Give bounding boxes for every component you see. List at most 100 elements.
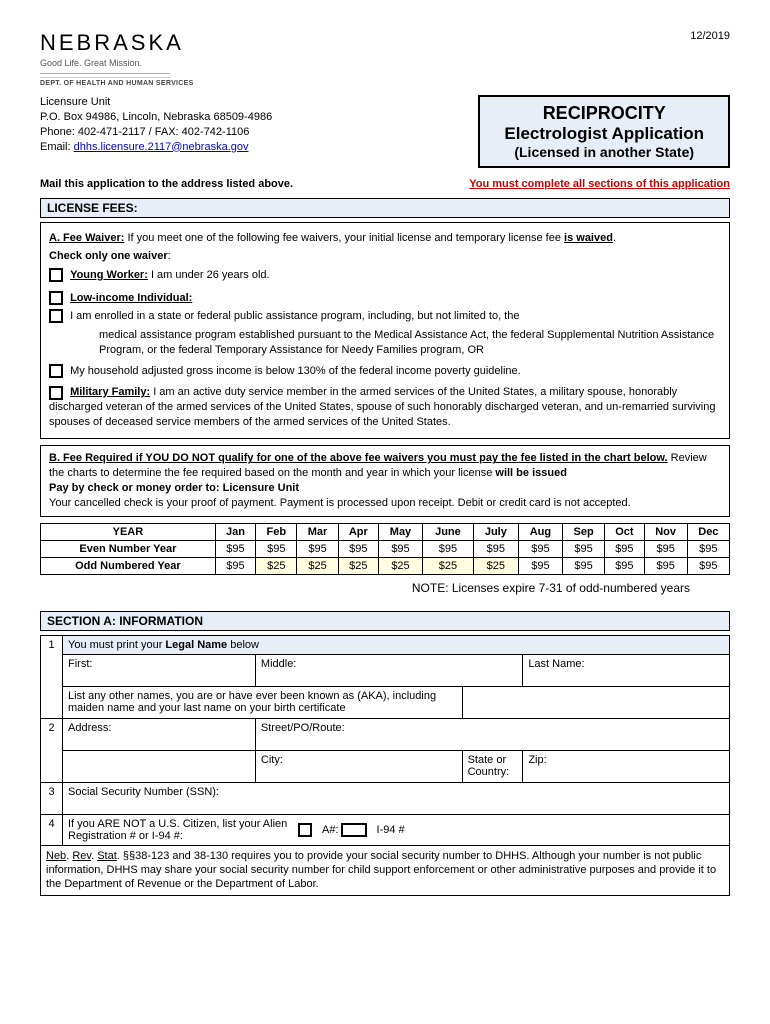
fee-col-4: Apr	[338, 523, 378, 540]
fee-cell: $95	[518, 557, 562, 574]
low-income-row: Low-income Individual:	[49, 291, 721, 306]
young-worker-row: Young Worker: I am under 26 years old.	[49, 268, 721, 283]
state-cell[interactable]: State or Country:	[462, 750, 523, 782]
low-income-2: medical assistance program established p…	[99, 328, 721, 358]
mid-row: Licensure Unit P.O. Box 94986, Lincoln, …	[40, 95, 730, 168]
fee-cell: $95	[644, 540, 687, 557]
fee-waiver-intro-text: If you meet one of the following fee wai…	[124, 232, 564, 244]
address-line2: Phone: 402-471-2117 / FAX: 402-742-1106	[40, 125, 272, 140]
fee-cell: $95	[423, 540, 474, 557]
fee-col-0: YEAR	[41, 523, 216, 540]
section-a-header: SECTION A: INFORMATION	[40, 611, 730, 631]
a-number-input[interactable]	[341, 823, 367, 837]
ssn-cell[interactable]: Social Security Number (SSN):	[63, 782, 730, 814]
row1-header: 1 You must print your Legal Name below	[41, 635, 730, 654]
fee-col-11: Nov	[644, 523, 687, 540]
alien-cell: If you ARE NOT a U.S. Citizen, list your…	[63, 814, 730, 845]
row3-num: 3	[41, 782, 63, 814]
fee-required-heading: B. Fee Required if YOU DO NOT qualify fo…	[49, 452, 668, 464]
logo-dept: DEPT. OF HEALTH AND HUMAN SERVICES	[40, 80, 194, 87]
military-label: Military Family:	[70, 386, 150, 398]
fee-cell: $95	[338, 540, 378, 557]
middle-label: Middle:	[261, 658, 296, 670]
legal-row: Neb. Rev. Stat. §§38-123 and 38-130 requ…	[41, 845, 730, 895]
state-label: State or Country:	[468, 754, 510, 778]
young-worker-label: Young Worker:	[70, 269, 148, 281]
fee-col-12: Dec	[687, 523, 729, 540]
middle-name-cell[interactable]: Middle:	[255, 654, 522, 686]
last-name-cell[interactable]: Last Name:	[523, 654, 730, 686]
fee-cell: $25	[338, 557, 378, 574]
low-income-enrolled-checkbox[interactable]	[49, 309, 63, 323]
row1-legal: Legal Name	[165, 639, 227, 651]
row2-num: 2	[41, 718, 63, 782]
complete-instruction: You must complete all sections of this a…	[469, 178, 730, 190]
alien-label: If you ARE NOT a U.S. Citizen, list your…	[68, 818, 288, 842]
fee-cell: $25	[256, 557, 297, 574]
fee-row-label: Even Number Year	[41, 540, 216, 557]
low-income-checkbox[interactable]	[49, 291, 63, 305]
header-row: NEBRASKA Good Life. Great Mission. DEPT.…	[40, 30, 730, 87]
fee-col-3: Mar	[297, 523, 338, 540]
revision-date: 12/2019	[690, 30, 730, 42]
instructions-row: Mail this application to the address lis…	[40, 178, 730, 190]
fee-col-1: Jan	[215, 523, 255, 540]
logo-divider	[40, 73, 170, 74]
street-label: Street/PO/Route:	[261, 722, 345, 734]
low-income-household-checkbox[interactable]	[49, 364, 63, 378]
neb: Neb	[46, 850, 66, 862]
fee-col-5: May	[378, 523, 422, 540]
low-income-1: I am enrolled in a state or federal publ…	[70, 310, 519, 322]
first-label: First:	[68, 658, 92, 670]
fee-table: YEARJanFebMarAprMayJuneJulyAugSepOctNovD…	[40, 523, 730, 575]
fee-cell: $25	[473, 557, 518, 574]
fee-col-10: Oct	[605, 523, 644, 540]
rev: Rev	[72, 850, 91, 862]
city-label: City:	[261, 754, 283, 766]
a-number-checkbox[interactable]	[298, 823, 312, 837]
fee-cell: $95	[644, 557, 687, 574]
fee-cell: $25	[378, 557, 422, 574]
fee-col-8: Aug	[518, 523, 562, 540]
fee-cell: $95	[297, 540, 338, 557]
license-fees-header: LICENSE FEES:	[40, 198, 730, 218]
email-link[interactable]: dhhs.licensure.2117@nebraska.gov	[74, 141, 249, 153]
pay-by: Pay by check or money order to: Licensur…	[49, 481, 721, 496]
title-application: Electrologist Application	[504, 124, 704, 144]
check-one: Check only one waiver	[49, 250, 168, 262]
fee-col-7: July	[473, 523, 518, 540]
row1-below: below	[227, 639, 259, 651]
legal-text: . §§38-123 and 38-130 requires you to pr…	[46, 850, 716, 891]
street-cell[interactable]: Street/PO/Route:	[255, 718, 729, 750]
address-row1: 2 Address: Street/PO/Route:	[41, 718, 730, 750]
last-label: Last Name:	[528, 658, 584, 670]
fee-cell: $95	[687, 540, 729, 557]
fee-row-label: Odd Numbered Year	[41, 557, 216, 574]
military-checkbox[interactable]	[49, 386, 63, 400]
low-income-3: My household adjusted gross income is be…	[70, 365, 521, 377]
first-name-cell[interactable]: First:	[63, 654, 256, 686]
alien-row: 4 If you ARE NOT a U.S. Citizen, list yo…	[41, 814, 730, 845]
young-worker-checkbox[interactable]	[49, 268, 63, 282]
title-box: RECIPROCITY Electrologist Application (L…	[478, 95, 730, 168]
aka-label-cell: List any other names, you are or have ev…	[63, 686, 463, 718]
is-waived: is waived	[564, 232, 613, 244]
aka-input-cell[interactable]	[462, 686, 729, 718]
fee-cell: $95	[215, 540, 255, 557]
address-email-line: Email: dhhs.licensure.2117@nebraska.gov	[40, 140, 272, 155]
fee-cell: $95	[518, 540, 562, 557]
expire-note: NOTE: Licenses expire 7-31 of odd-number…	[40, 581, 690, 595]
low-income-sub1-row: I am enrolled in a state or federal publ…	[49, 309, 721, 324]
row1-num: 1	[41, 635, 63, 718]
fee-table-even: Even Number Year$95$95$95$95$95$95$95$95…	[41, 540, 730, 557]
fee-waiver-heading: A. Fee Waiver:	[49, 232, 124, 244]
zip-cell[interactable]: Zip:	[523, 750, 730, 782]
fee-table-header: YEARJanFebMarAprMayJuneJulyAugSepOctNovD…	[41, 523, 730, 540]
fee-cell: $95	[562, 540, 604, 557]
address-unit: Licensure Unit	[40, 95, 272, 110]
military-row: Military Family: I am an active duty ser…	[49, 385, 721, 430]
city-cell[interactable]: City:	[255, 750, 462, 782]
fee-cell: $25	[423, 557, 474, 574]
aka-row: List any other names, you are or have ev…	[41, 686, 730, 718]
fee-cell: $95	[605, 540, 644, 557]
